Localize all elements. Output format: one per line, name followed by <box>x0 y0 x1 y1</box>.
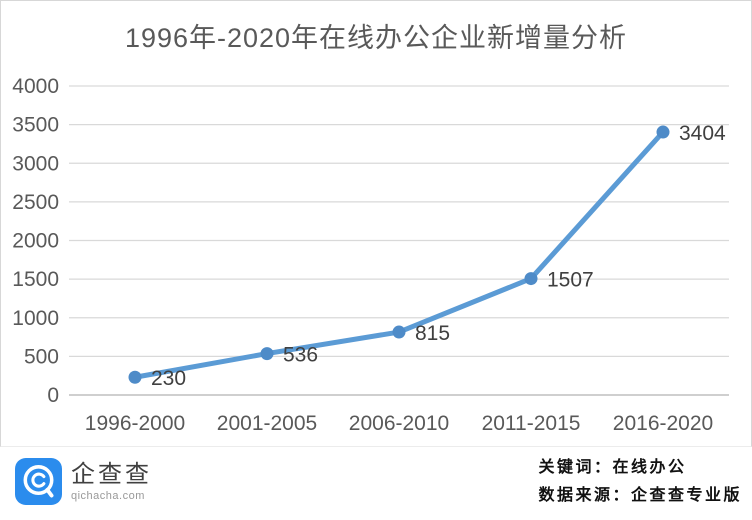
qichacha-logo-icon <box>15 458 62 505</box>
data-point-marker <box>392 325 406 339</box>
brand-domain: qichacha.com <box>71 489 145 502</box>
logo-background <box>15 458 62 505</box>
logo-outer-ring <box>23 465 54 496</box>
source-line: 数据来源：企查查专业版 <box>538 486 742 504</box>
source-info: 关键词：在线办公 数据来源：企查查专业版 <box>538 454 742 510</box>
x-axis-tick-label: 2016-2020 <box>613 412 713 435</box>
x-axis-tick-label: 1996-2000 <box>85 412 185 435</box>
y-axis-tick-label: 2500 <box>12 191 59 214</box>
data-point-label: 3404 <box>679 122 726 145</box>
brand-name: 企查查 <box>71 460 152 488</box>
line-chart: 0 500 1000 1500 2000 2500 3000 3500 4000 1996-200… <box>12 75 729 435</box>
y-axis-tick-label: 3000 <box>12 152 59 175</box>
y-axis-tick-label: 2000 <box>12 230 59 253</box>
chart-frame: 1996年-2020年在线办公企业新增量分析 0 500 1000 1500 2000 2… <box>0 0 752 447</box>
logo-tail <box>45 487 54 498</box>
x-axis-tick-label: 2001-2005 <box>217 412 317 435</box>
data-point-label: 1507 <box>547 269 594 292</box>
chart-title: 1996年-2020年在线办公企业新增量分析 <box>124 22 628 53</box>
y-axis-tick-label: 4000 <box>12 75 59 98</box>
y-axis-tick-label: 3500 <box>12 114 59 137</box>
series-line <box>132 129 666 380</box>
y-axis-tick-label: 0 <box>47 384 59 407</box>
x-axis-tick-label: 2011-2015 <box>482 412 581 435</box>
data-point-label: 536 <box>283 344 318 367</box>
brand-text: 企查查 qichacha.com <box>71 460 152 502</box>
y-axis-tick-label: 1000 <box>12 307 59 330</box>
data-point-marker <box>128 370 142 384</box>
logo-inner-c <box>31 472 46 488</box>
footer: 企查查 qichacha.com 关键词：在线办公 数据来源：企查查专业版 <box>0 447 752 520</box>
data-point-label: 815 <box>415 322 450 345</box>
data-point-marker <box>656 125 670 139</box>
y-axis-tick-label: 500 <box>24 345 59 368</box>
data-point-marker <box>260 347 274 361</box>
y-axis-tick-label: 1500 <box>12 268 59 291</box>
keyword-line: 关键词：在线办公 <box>538 458 687 476</box>
data-point-label: 230 <box>151 367 186 390</box>
x-axis-tick-label: 2006-2010 <box>349 412 449 435</box>
brand-logo: 企查查 qichacha.com <box>15 458 152 505</box>
data-point-marker <box>524 272 538 286</box>
